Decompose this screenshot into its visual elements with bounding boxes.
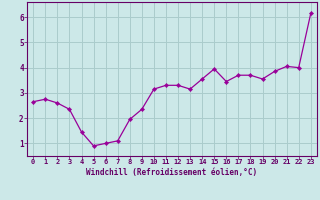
X-axis label: Windchill (Refroidissement éolien,°C): Windchill (Refroidissement éolien,°C) <box>86 168 258 177</box>
